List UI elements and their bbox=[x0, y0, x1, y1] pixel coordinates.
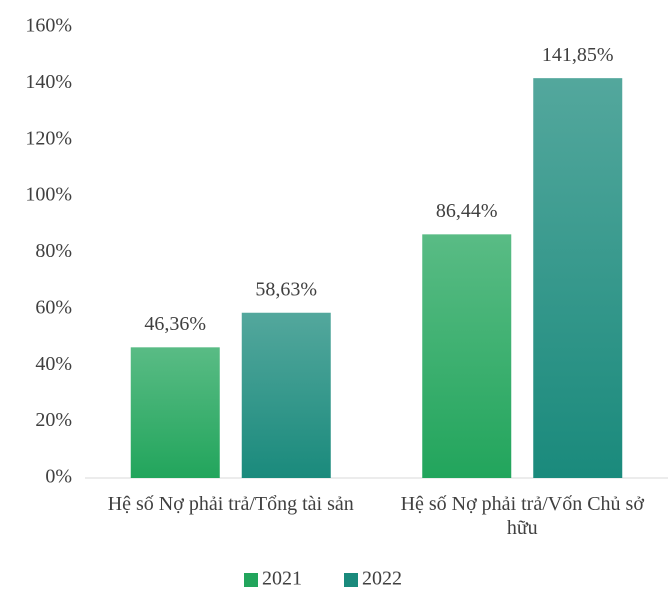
bar bbox=[241, 312, 331, 478]
legend-label: 2021 bbox=[262, 568, 302, 590]
data-label: 86,44% bbox=[436, 200, 498, 222]
x-tick-label: Hệ số Nợ phải trả/Tổng tài sản bbox=[107, 493, 354, 515]
y-tick-label: 120% bbox=[25, 127, 72, 149]
data-label: 58,63% bbox=[255, 278, 317, 300]
data-label: 46,36% bbox=[144, 313, 206, 335]
bar bbox=[130, 347, 220, 478]
bar bbox=[422, 234, 512, 478]
legend-label: 2022 bbox=[362, 568, 402, 590]
y-tick-label: 0% bbox=[45, 466, 72, 488]
legend-swatch bbox=[344, 573, 358, 587]
bar bbox=[533, 78, 623, 478]
y-tick-label: 140% bbox=[25, 71, 72, 93]
data-label: 141,85% bbox=[542, 44, 614, 66]
y-tick-label: 60% bbox=[35, 296, 72, 318]
y-tick-label: 80% bbox=[35, 240, 72, 262]
y-tick-label: 100% bbox=[25, 184, 72, 206]
y-tick-label: 40% bbox=[35, 353, 72, 375]
y-tick-label: 160% bbox=[25, 15, 72, 37]
y-tick-label: 20% bbox=[35, 409, 72, 431]
legend-swatch bbox=[244, 573, 258, 587]
x-tick-label: Hệ số Nợ phải trả/Vốn Chủ sở hữu bbox=[400, 493, 644, 539]
